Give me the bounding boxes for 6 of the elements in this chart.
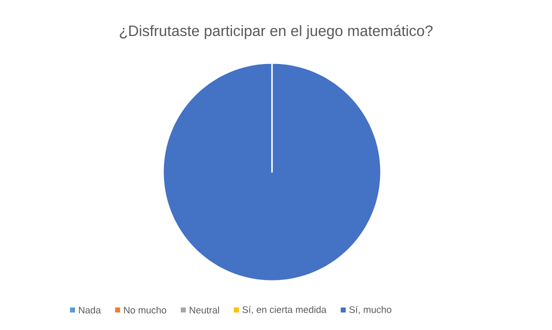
chart-title: ¿Disfrutaste participar en el juego matemático? (120, 24, 433, 40)
legend-label: No mucho (124, 306, 166, 314)
legend-label: Nada (78, 306, 101, 314)
legend-label: Sí, mucho (349, 306, 392, 314)
legend-label: Neutral (190, 306, 219, 314)
legend-label: Sí, en cierta medida (242, 306, 327, 314)
